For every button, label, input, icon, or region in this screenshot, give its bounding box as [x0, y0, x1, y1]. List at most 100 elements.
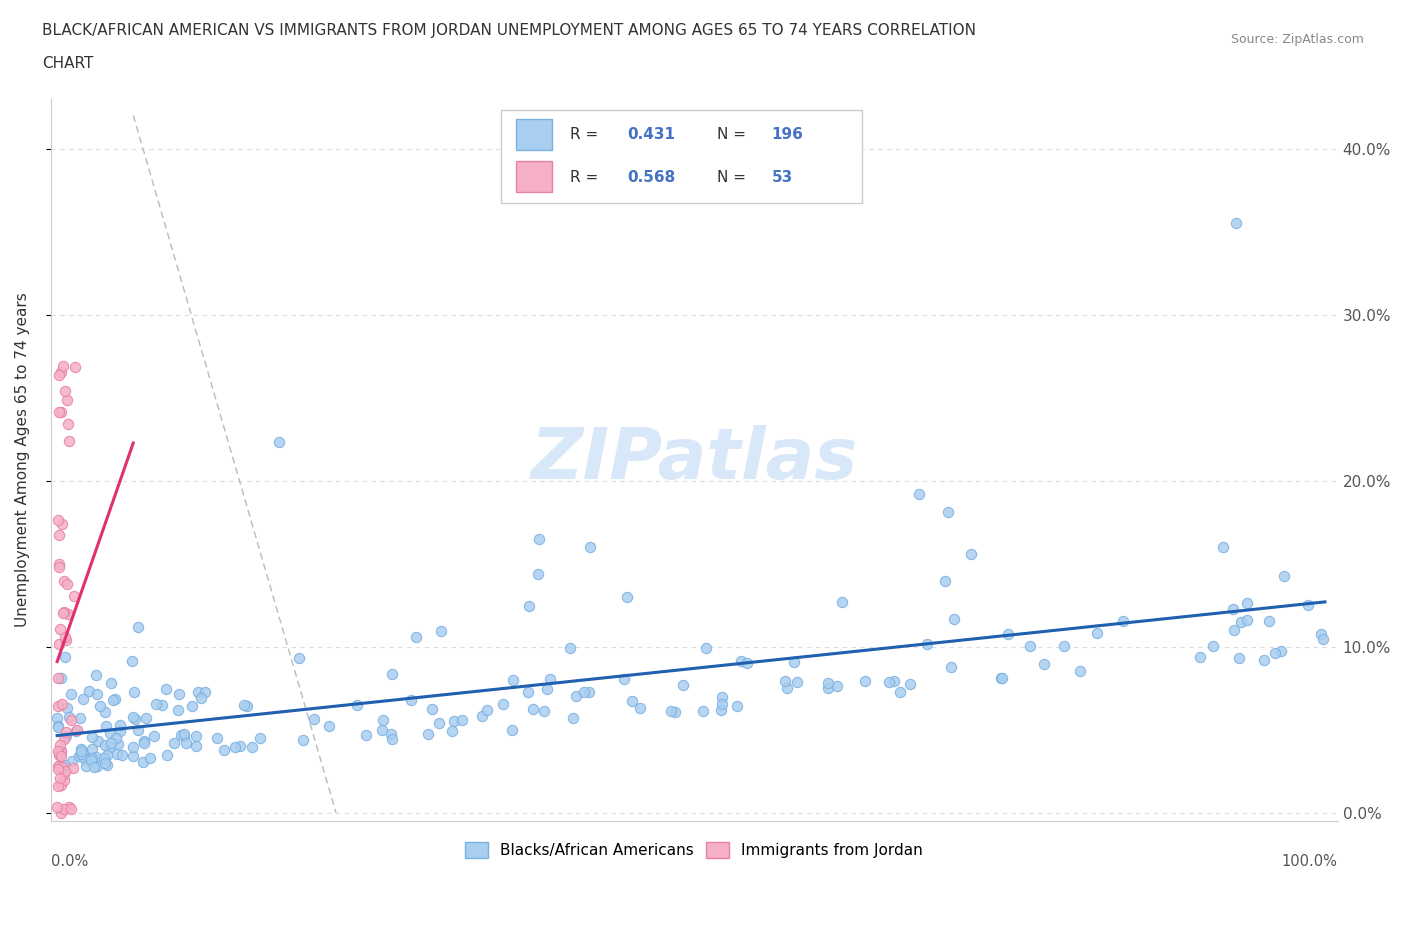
- Point: [710, 703, 733, 718]
- Point: [46, 743, 69, 758]
- Point: [853, 673, 876, 688]
- Point: [1309, 626, 1331, 641]
- Point: [53, 758, 76, 773]
- Point: [1264, 645, 1286, 660]
- Point: [173, 726, 195, 741]
- Point: [87, 734, 110, 749]
- Point: [380, 727, 402, 742]
- Point: [620, 694, 643, 709]
- Point: [1270, 644, 1292, 658]
- Point: [346, 698, 368, 712]
- Point: [564, 689, 586, 704]
- Point: [522, 701, 544, 716]
- Point: [48, 637, 70, 652]
- Point: [51, 517, 73, 532]
- Point: [776, 680, 799, 695]
- Point: [107, 737, 129, 751]
- Point: [1258, 614, 1281, 629]
- Point: [60, 712, 83, 727]
- Point: [420, 701, 443, 716]
- Point: [51, 697, 73, 711]
- Point: [371, 712, 394, 727]
- Point: [53, 773, 76, 788]
- Point: [94, 719, 117, 734]
- Point: [84, 750, 107, 764]
- Point: [1069, 663, 1091, 678]
- Point: [86, 686, 108, 701]
- Point: [695, 640, 717, 655]
- Point: [399, 693, 422, 708]
- Point: [55, 728, 77, 743]
- Point: [70, 742, 93, 757]
- Point: [56, 393, 79, 408]
- Point: [80, 729, 103, 744]
- Point: [831, 594, 853, 609]
- Point: [52, 574, 75, 589]
- Point: [1223, 622, 1246, 637]
- Point: [51, 744, 73, 759]
- Point: [672, 677, 695, 692]
- Point: [527, 531, 550, 546]
- Point: [773, 673, 796, 688]
- Point: [181, 698, 204, 713]
- Point: [49, 749, 72, 764]
- Point: [186, 728, 208, 743]
- Point: [55, 632, 77, 647]
- Point: [288, 650, 311, 665]
- Point: [98, 740, 121, 755]
- Point: [616, 590, 638, 604]
- Point: [240, 739, 263, 754]
- Point: [48, 556, 70, 571]
- Text: ZIPatlas: ZIPatlas: [530, 426, 858, 495]
- Point: [825, 679, 848, 694]
- Point: [236, 699, 259, 714]
- Point: [84, 668, 107, 683]
- Point: [127, 723, 149, 737]
- Point: [110, 724, 132, 738]
- Point: [46, 698, 69, 713]
- Point: [96, 758, 118, 773]
- Point: [69, 743, 91, 758]
- Point: [440, 724, 463, 738]
- Point: [72, 751, 94, 765]
- Point: [184, 739, 207, 754]
- Point: [934, 574, 956, 589]
- Point: [817, 681, 839, 696]
- Point: [52, 358, 75, 373]
- Point: [53, 802, 76, 817]
- Point: [997, 626, 1019, 641]
- Point: [135, 711, 157, 725]
- Point: [710, 690, 733, 705]
- Point: [46, 671, 69, 685]
- Point: [205, 731, 228, 746]
- Point: [132, 754, 155, 769]
- Point: [430, 623, 453, 638]
- Point: [53, 383, 76, 398]
- Point: [536, 682, 558, 697]
- Point: [52, 732, 75, 747]
- Point: [72, 691, 94, 706]
- Point: [1053, 639, 1076, 654]
- Point: [121, 654, 143, 669]
- Point: [100, 675, 122, 690]
- Point: [58, 799, 80, 814]
- Point: [46, 762, 69, 777]
- Legend: Blacks/African Americans, Immigrants from Jordan: Blacks/African Americans, Immigrants fro…: [460, 836, 929, 864]
- Point: [538, 671, 561, 686]
- Point: [63, 589, 86, 604]
- Point: [51, 760, 73, 775]
- Point: [53, 766, 76, 781]
- Point: [960, 546, 983, 561]
- Point: [49, 746, 72, 761]
- Point: [104, 730, 127, 745]
- Point: [46, 719, 69, 734]
- Point: [62, 761, 84, 776]
- Point: [127, 619, 149, 634]
- Point: [105, 746, 128, 761]
- Point: [1189, 649, 1212, 664]
- Point: [572, 684, 595, 699]
- Point: [167, 686, 190, 701]
- Point: [613, 671, 636, 686]
- Point: [1296, 597, 1319, 612]
- Point: [381, 667, 404, 682]
